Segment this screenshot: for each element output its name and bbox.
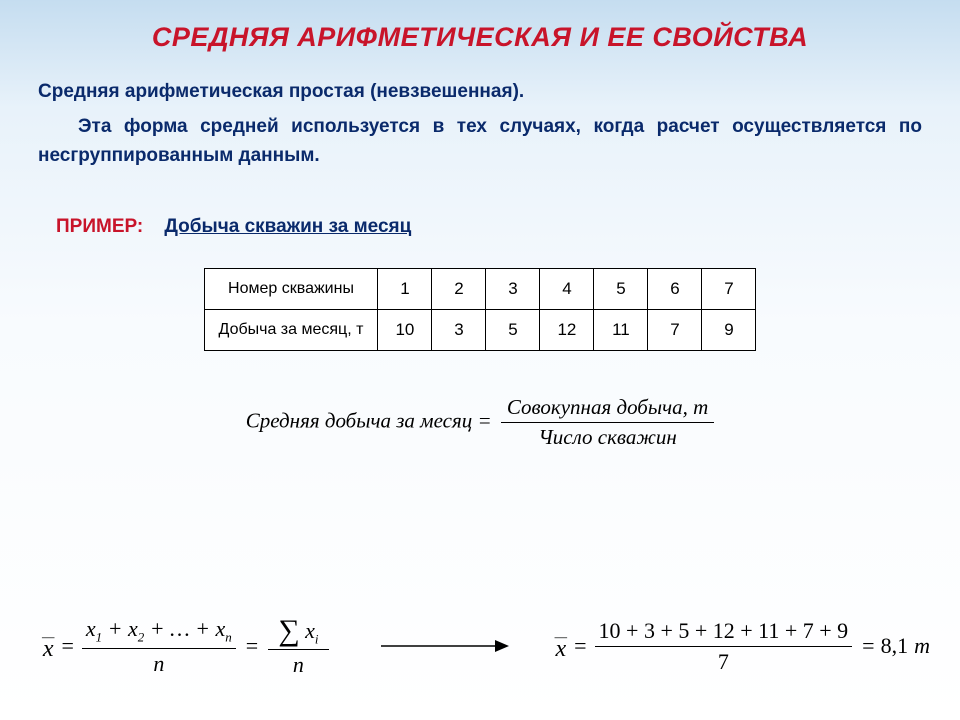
table-cell: 2: [432, 269, 486, 310]
table-row: Добыча за месяц, т 10 3 5 12 11 7 9: [204, 310, 756, 351]
num-denom: 7: [718, 647, 729, 675]
table-row: Номер скважины 1 2 3 4 5 6 7: [204, 269, 756, 310]
example-line: ПРИМЕР: Добыча скважин за месяц: [56, 216, 922, 238]
table-cell: 7: [648, 310, 702, 351]
gen-denom2: n: [293, 650, 304, 678]
word-formula: Средняя добыча за месяц = Совокупная доб…: [38, 395, 922, 450]
arrow-icon: [379, 636, 509, 656]
gen-denom1: n: [153, 649, 164, 677]
table-cell: 9: [702, 310, 756, 351]
numeric-formula: —x = 10 + 3 + 5 + 12 + 11 + 7 + 9 7 = 8,…: [555, 618, 930, 675]
word-formula-numer: Совокупная добыча, т: [501, 395, 714, 423]
example-text: Добыча скважин за месяц: [164, 216, 411, 237]
num-unit: т: [914, 633, 930, 659]
subtitle: Средняя арифметическая простая (невзвеше…: [38, 81, 922, 103]
table-cell: 11: [594, 310, 648, 351]
word-formula-denom: Число скважин: [501, 423, 714, 450]
table-cell: 4: [540, 269, 594, 310]
table-cell: 5: [594, 269, 648, 310]
table-cell: 3: [432, 310, 486, 351]
content-block: Средняя арифметическая простая (невзвеше…: [0, 53, 960, 450]
page-title: СРЕДНЯЯ АРИФМЕТИЧЕСКАЯ И ЕЕ СВОЙСТВА: [0, 0, 960, 53]
table-cell: 12: [540, 310, 594, 351]
example-label: ПРИМЕР:: [56, 216, 143, 237]
bottom-formulas: —x = x1 + x2 + … + xn n = ∑ xi n —x = 10…: [0, 615, 960, 678]
table-cell: 7: [702, 269, 756, 310]
num-result: 8,1: [881, 633, 909, 659]
word-formula-lhs: Средняя добыча за месяц: [246, 408, 473, 432]
table-cell: 5: [486, 310, 540, 351]
table-cell: 10: [378, 310, 432, 351]
row-header: Добыча за месяц, т: [204, 310, 378, 351]
table-cell: 3: [486, 269, 540, 310]
row-header: Номер скважины: [204, 269, 378, 310]
paragraph: Эта форма средней используется в тех слу…: [38, 113, 922, 170]
table-cell: 1: [378, 269, 432, 310]
table-cell: 6: [648, 269, 702, 310]
num-numer: 10 + 3 + 5 + 12 + 11 + 7 + 9: [595, 618, 853, 647]
generic-formula: —x = x1 + x2 + … + xn n = ∑ xi n: [42, 615, 333, 678]
data-table: Номер скважины 1 2 3 4 5 6 7 Добыча за м…: [204, 268, 757, 351]
